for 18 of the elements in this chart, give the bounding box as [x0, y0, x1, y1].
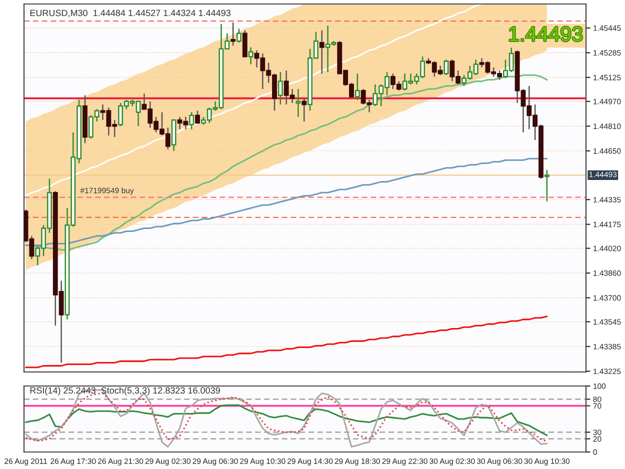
- candlestick: [242, 30, 248, 58]
- candlestick: [319, 30, 324, 74]
- candlestick: [195, 110, 200, 124]
- candlestick: [296, 88, 301, 118]
- candlestick: [354, 72, 360, 100]
- candlestick: [230, 22, 236, 46]
- line-series: [25, 316, 548, 368]
- candlestick: [544, 169, 550, 202]
- annotation: 1.44493: [509, 26, 582, 42]
- candlestick: [189, 112, 194, 130]
- candlestick: [248, 46, 254, 65]
- chart-title: RSI(14) 25.2443 Stoch(5,3,3) 12.8323 16.0039: [30, 386, 220, 396]
- candlestick: [444, 59, 449, 76]
- candlestick: [278, 71, 283, 106]
- candlestick: [302, 98, 307, 122]
- line-series: [25, 404, 548, 436]
- text: EURUSD,M30 1.44484 1.44527 1.44324 1.44493: [30, 10, 230, 18]
- candlestick: [236, 28, 242, 44]
